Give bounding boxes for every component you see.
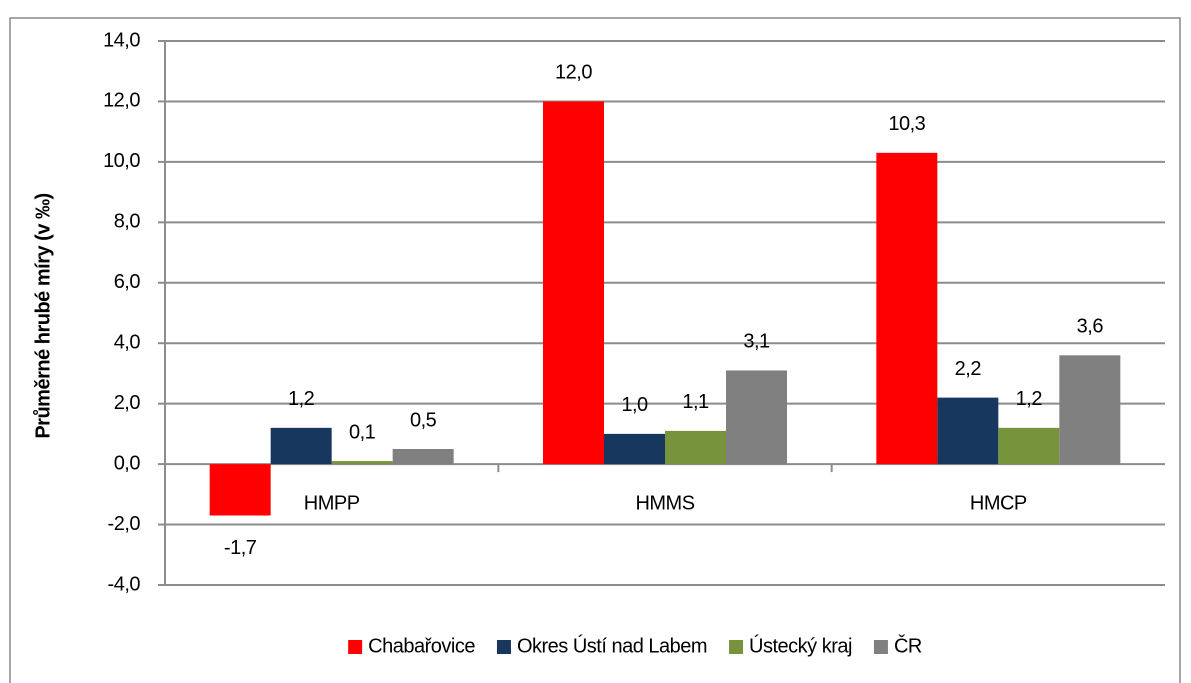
y-tick-label: 8,0 [114,211,141,233]
legend-swatch [729,640,744,654]
bar [726,370,787,465]
data-label: 1,2 [288,388,315,410]
y-tick-label: 12,0 [103,90,140,112]
y-tick-label: -4,0 [108,573,141,595]
y-tick-label: -2,0 [108,513,141,535]
bar [998,427,1060,465]
data-label: 10,3 [888,113,925,135]
legend-label: ČR [894,634,922,657]
y-axis-label: Průměrné hrubé míry (v ‰) [32,193,54,438]
bar [209,464,271,516]
bar [937,397,999,465]
data-label: 0,1 [349,421,376,443]
legend-swatch [496,640,511,654]
x-tick-label: HMCP [970,492,1027,514]
bar [876,152,938,465]
y-tick-label: 2,0 [114,392,141,414]
data-label: 3,1 [743,331,770,353]
bar [604,433,665,465]
bar [543,101,604,465]
x-tick-label: HMPP [304,492,360,514]
legend-label: Ústecký kraj [749,634,852,657]
y-tick-label: 4,0 [114,332,141,354]
bar [1059,355,1121,465]
y-tick-label: 6,0 [114,271,141,293]
y-tick-label: 10,0 [103,150,140,172]
bar [392,449,454,465]
y-tick-label: 0,0 [114,452,141,474]
legend-label: Okres Ústí nad Labem [517,634,707,657]
data-label: 1,2 [1016,388,1043,410]
data-label: -1,7 [224,537,257,559]
x-tick-label: HMMS [635,492,694,514]
data-label: 1,0 [621,394,648,416]
legend-label: Chabařovice [368,635,475,657]
data-label: 2,2 [955,358,982,380]
y-tick-label: 14,0 [103,29,140,51]
bar [665,430,726,465]
bar [331,461,393,465]
bar [270,427,332,465]
data-label: 12,0 [555,62,592,84]
data-label: 1,1 [682,391,709,413]
legend-swatch [348,640,363,654]
data-label: 0,5 [410,409,437,431]
data-label: 3,6 [1077,316,1104,338]
legend-swatch [873,640,888,654]
